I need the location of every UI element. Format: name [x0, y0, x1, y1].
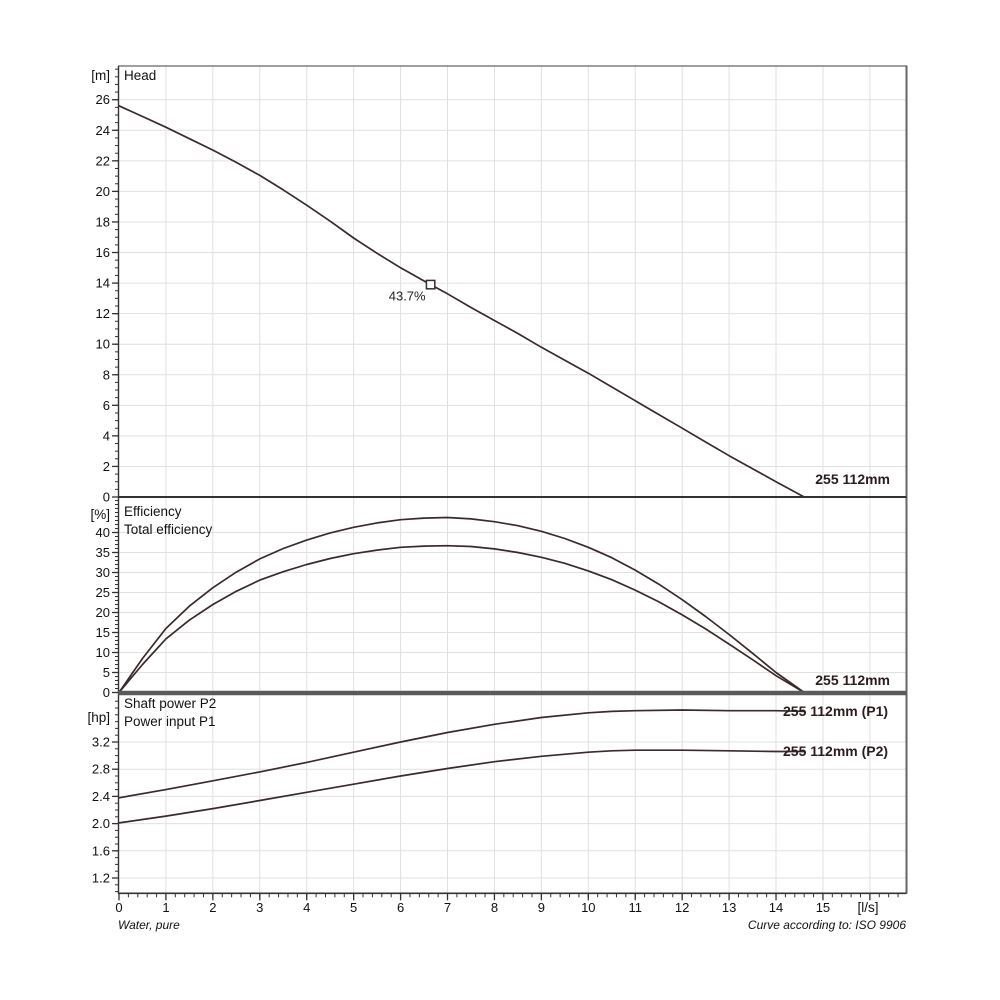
y-tick-label-head: 6 — [103, 398, 110, 413]
x-tick-label: 15 — [816, 900, 830, 915]
y-tick-label-power: 2.8 — [92, 762, 110, 777]
y-tick-label-efficiency: 5 — [103, 665, 110, 680]
annotations: 43.7% — [389, 279, 436, 304]
y-tick-label-efficiency: 20 — [96, 605, 110, 620]
tick-labels: 0246810121416182022242605101520253035401… — [92, 92, 830, 915]
footer-medium: Water, pure — [118, 918, 180, 932]
y-tick-label-head: 18 — [96, 214, 110, 229]
curve-labels: 255 112mm 255 112mm 255 112mm (P1) 255 112m… — [783, 471, 890, 759]
y-tick-label-power: 1.2 — [92, 871, 110, 886]
y-tick-label-efficiency: 25 — [96, 585, 110, 600]
y-tick-label-head: 2 — [103, 459, 110, 474]
x-tick-label: 7 — [444, 900, 451, 915]
curve-label-255-112mm-p1: 255 112mm (P1) — [783, 703, 888, 719]
power-input-title: Power input P1 — [124, 714, 216, 729]
y-tick-label-head: 26 — [96, 92, 110, 107]
curve-efficiency — [118, 516, 806, 694]
y-tick-label-efficiency: 30 — [96, 565, 110, 580]
head-title: Head — [124, 68, 156, 83]
tick-marks — [112, 68, 899, 901]
curve-label-efficiency: 255 112mm — [815, 672, 890, 688]
duty-point-marker — [425, 279, 436, 290]
power-unit-label: [hp] — [87, 710, 110, 725]
efficiency-title: Efficiency — [124, 504, 182, 519]
x-tick-label: 8 — [491, 900, 498, 915]
curve-255-112mm-p1 — [118, 709, 806, 799]
y-tick-label-head: 0 — [103, 490, 110, 505]
y-tick-label-power: 2.4 — [92, 789, 110, 804]
y-tick-label-power: 2.0 — [92, 816, 110, 831]
y-tick-label-efficiency: 10 — [96, 645, 110, 660]
x-tick-label: 11 — [628, 900, 642, 915]
x-tick-label: 2 — [209, 900, 216, 915]
curves — [118, 104, 806, 824]
y-tick-label-head: 24 — [96, 123, 110, 138]
duty-point-label: 43.7% — [389, 289, 426, 304]
y-tick-label-head: 14 — [96, 276, 110, 291]
total-efficiency-title: Total efficiency — [124, 522, 213, 537]
x-tick-label: 3 — [256, 900, 263, 915]
y-tick-label-power: 1.6 — [92, 843, 110, 858]
x-tick-label: 0 — [115, 900, 122, 915]
x-tick-label: 14 — [769, 900, 783, 915]
curve-label-head: 255 112mm — [815, 471, 890, 487]
grid-head — [118, 66, 907, 497]
curve-255-112mm-p2 — [118, 749, 806, 824]
x-tick-label: 13 — [722, 900, 736, 915]
grid-power — [118, 695, 907, 893]
x-tick-label: 10 — [581, 900, 595, 915]
x-tick-label: 1 — [162, 900, 169, 915]
shaft-power-title: Shaft power P2 — [124, 696, 216, 711]
x-tick-label: 12 — [675, 900, 689, 915]
y-tick-label-efficiency: 40 — [96, 525, 110, 540]
y-tick-label-efficiency: 15 — [96, 625, 110, 640]
gridlines — [118, 66, 907, 893]
y-tick-label-head: 16 — [96, 245, 110, 260]
footer-standard: Curve according to: ISO 9906 — [748, 918, 906, 932]
x-tick-label: 4 — [303, 900, 310, 915]
y-tick-label-efficiency: 0 — [103, 685, 110, 700]
curve-total-efficiency — [118, 544, 806, 694]
efficiency-unit-label: [%] — [90, 507, 110, 522]
y-tick-label-head: 8 — [103, 367, 110, 382]
y-tick-label-head: 4 — [103, 428, 110, 443]
yticks-head — [112, 68, 119, 498]
chart-titles: [m] Head [%] Efficiency Total efficiency… — [87, 68, 906, 932]
x-axis-unit: [l/s] — [857, 900, 878, 915]
x-ticks — [118, 893, 899, 901]
y-tick-label-head: 22 — [96, 153, 110, 168]
x-tick-label: 6 — [397, 900, 404, 915]
grid-efficiency — [118, 497, 907, 691]
y-tick-label-power: 3.2 — [92, 735, 110, 750]
head-unit-label: [m] — [91, 68, 110, 83]
yticks-efficiency — [112, 500, 119, 694]
curve-255-112mm — [118, 104, 806, 498]
y-tick-label-head: 10 — [96, 337, 110, 352]
yticks-power — [112, 700, 119, 893]
x-tick-label: 5 — [350, 900, 357, 915]
y-tick-label-head: 12 — [96, 306, 110, 321]
curve-label-255-112mm-p2: 255 112mm (P2) — [783, 743, 888, 759]
y-tick-label-head: 20 — [96, 184, 110, 199]
x-tick-label: 9 — [538, 900, 545, 915]
y-tick-label-efficiency: 35 — [96, 545, 110, 560]
